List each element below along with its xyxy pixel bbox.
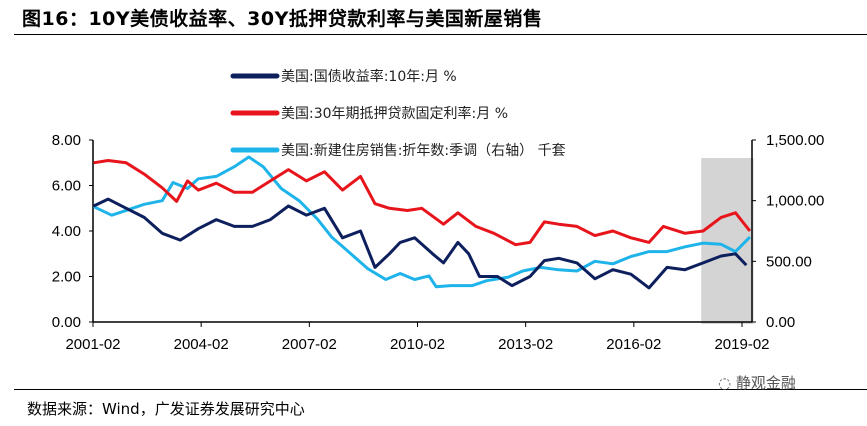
left-tick-label: 6.00	[52, 178, 81, 195]
right-tick-label: 500.00	[766, 253, 812, 270]
x-tick-label: 2010-02	[390, 336, 445, 353]
title-divider	[14, 34, 867, 35]
series-line-2	[93, 155, 751, 289]
footer-divider	[14, 389, 867, 390]
left-tick-label: 2.00	[52, 269, 81, 286]
x-tick-label: 2013-02	[498, 336, 553, 353]
left-tick-label: 0.00	[52, 314, 81, 331]
x-tick-label: 2019-02	[714, 336, 769, 353]
source-note: 数据来源：Wind，广发证券发展研究中心	[27, 400, 305, 418]
x-tick-label: 2001-02	[65, 336, 120, 353]
right-tick-label: 1,500.00	[766, 132, 824, 149]
legend-label: 美国:30年期抵押贷款固定利率:月 %	[281, 105, 508, 122]
left-tick-label: 4.00	[52, 223, 81, 240]
series-line-0	[93, 197, 748, 290]
series-line-1	[93, 159, 752, 247]
chart-title: 图16：10Y美债收益率、30Y抵押贷款利率与美国新屋销售	[22, 8, 543, 30]
watermark-text: 静观金融	[735, 374, 796, 392]
x-tick-label: 2007-02	[282, 336, 337, 353]
x-tick-label: 2004-02	[174, 336, 229, 353]
right-tick-label: 0.00	[766, 314, 795, 331]
watermark: ◌ 静观金融	[718, 374, 796, 392]
right-tick-label: 1,000.00	[766, 193, 824, 210]
left-tick-label: 8.00	[52, 132, 81, 149]
legend-label: 美国:国债收益率:10年:月 %	[281, 68, 457, 85]
x-tick-label: 2016-02	[606, 336, 661, 353]
legend-label: 美国:新建住房销售:折年数:季调（右轴） 千套	[281, 143, 566, 159]
